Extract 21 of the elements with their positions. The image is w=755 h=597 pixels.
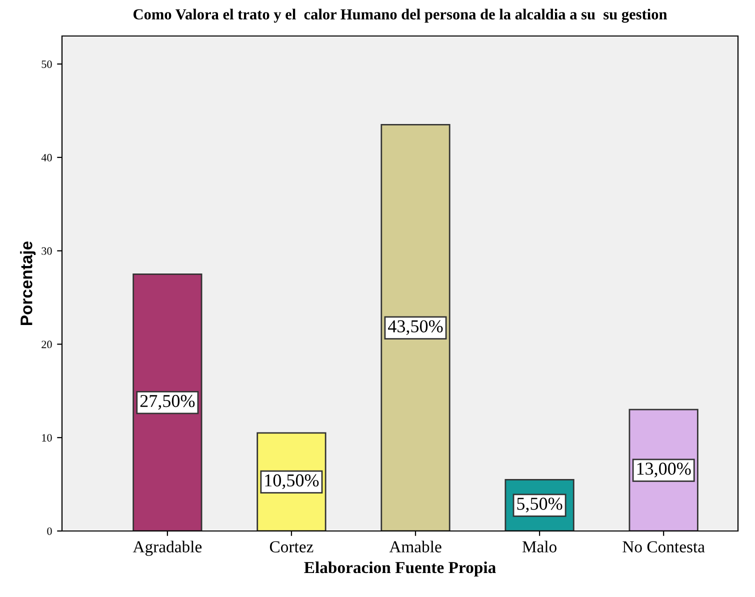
y-tick-label: 50 [42,60,52,68]
y-tick-label: 30 [42,247,52,255]
x-tick-label: Amable [389,540,442,552]
x-tick-label: Cortez [270,541,314,552]
data-label: 43,50% [388,320,443,335]
data-label: 13,00% [637,462,691,478]
chart-title: Como Valora el trato y el calor Humano del persona de la alcaldia a su su gestion [134,8,668,23]
y-tick-label: 20 [42,340,52,348]
x-tick-label: Malo [522,540,556,552]
y-tick-label: 10 [42,434,52,442]
bar [132,273,202,531]
y-tick-label: 40 [41,154,52,162]
x-tick-label: Agradable [132,540,202,556]
data-label: 27,50% [140,394,195,410]
x-tick-label: No Contesta [622,541,705,552]
bar [380,124,450,531]
data-label: 10,50% [265,474,319,490]
x-axis-title: Elaboracion Fuente Propia [304,561,496,577]
data-label: 5,50% [517,498,562,512]
y-tick-label: 0 [47,527,52,535]
y-axis-title: Porcentaje [20,241,36,325]
